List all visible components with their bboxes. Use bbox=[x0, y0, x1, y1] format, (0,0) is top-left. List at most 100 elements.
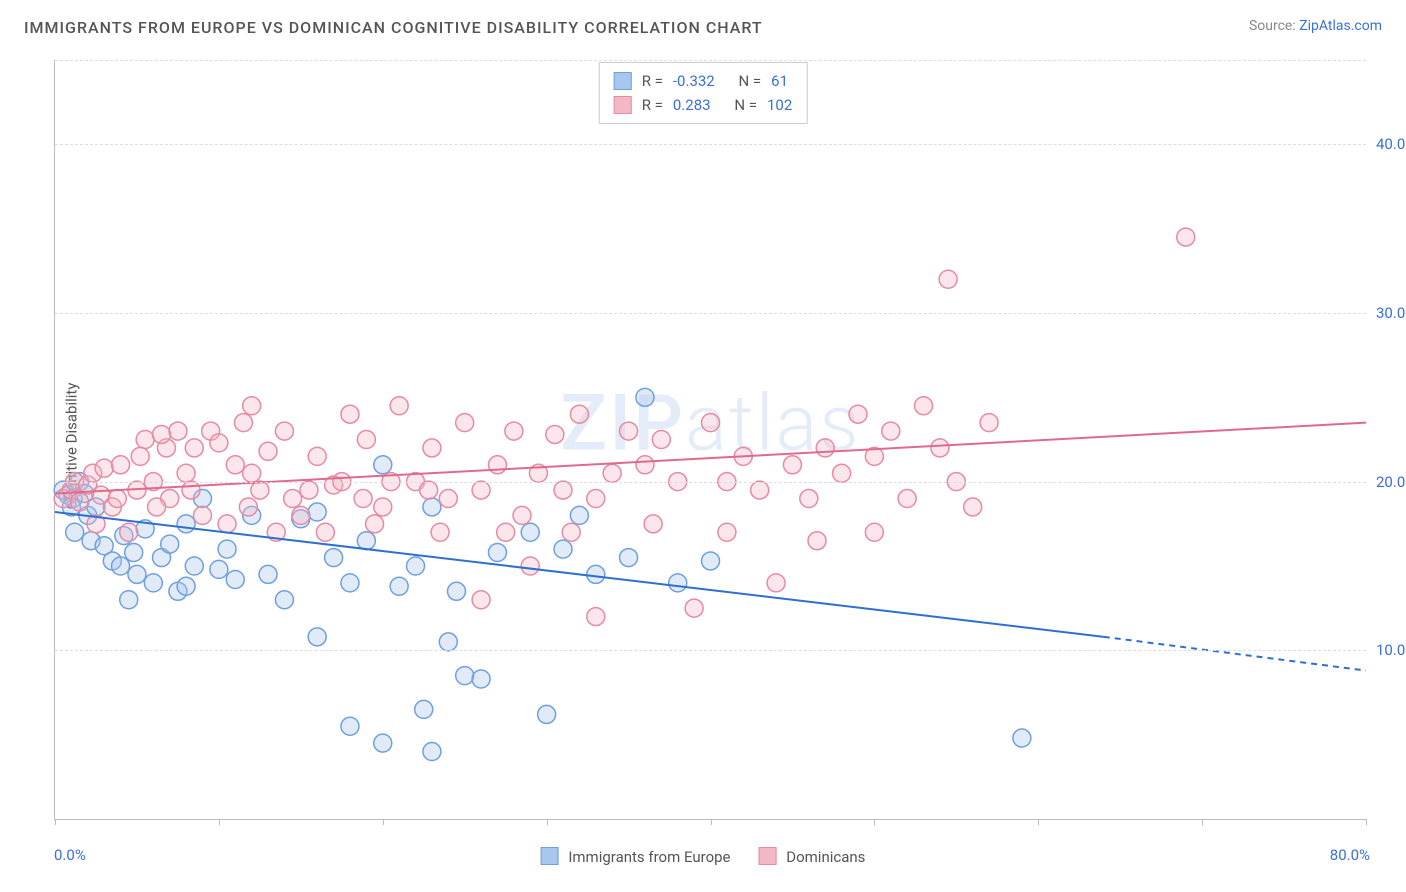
data-point bbox=[112, 456, 130, 474]
data-point bbox=[546, 425, 564, 443]
chart-svg bbox=[55, 60, 1366, 819]
data-point bbox=[239, 498, 257, 516]
data-point bbox=[308, 628, 326, 646]
data-point bbox=[702, 552, 720, 570]
data-point bbox=[456, 667, 474, 685]
data-point bbox=[243, 397, 261, 415]
data-point bbox=[685, 599, 703, 617]
data-point bbox=[325, 549, 343, 567]
correlation-chart: IMMIGRANTS FROM EUROPE VS DOMINICAN COGN… bbox=[0, 0, 1406, 892]
data-point bbox=[513, 506, 531, 524]
legend-label-dominicans: Dominicans bbox=[786, 848, 865, 866]
data-point bbox=[125, 544, 143, 562]
data-point bbox=[374, 734, 392, 752]
data-point bbox=[112, 557, 130, 575]
data-point bbox=[193, 506, 211, 524]
data-point bbox=[1013, 729, 1031, 747]
data-point bbox=[144, 574, 162, 592]
data-point bbox=[218, 515, 236, 533]
data-point bbox=[374, 456, 392, 474]
x-axis-min-label: 0.0% bbox=[54, 846, 86, 864]
stats-box: R = -0.332 N = 61 R = 0.283 N = 102 bbox=[599, 62, 808, 124]
stats-n-label: N = bbox=[738, 69, 761, 93]
data-point bbox=[234, 414, 252, 432]
data-point bbox=[800, 490, 818, 508]
y-tick-label: 40.0% bbox=[1376, 135, 1406, 153]
regression-line bbox=[55, 423, 1366, 494]
y-tick-label: 30.0% bbox=[1376, 304, 1406, 322]
data-point bbox=[808, 532, 826, 550]
data-point bbox=[148, 498, 166, 516]
data-point bbox=[964, 498, 982, 516]
data-point bbox=[218, 540, 236, 558]
data-point bbox=[620, 422, 638, 440]
chart-title: IMMIGRANTS FROM EUROPE VS DOMINICAN COGN… bbox=[24, 18, 763, 37]
data-point bbox=[980, 414, 998, 432]
data-point bbox=[182, 481, 200, 499]
data-point bbox=[120, 523, 138, 541]
data-point bbox=[447, 582, 465, 600]
data-point bbox=[153, 425, 171, 443]
data-point bbox=[292, 506, 310, 524]
data-point bbox=[636, 388, 654, 406]
data-point bbox=[407, 557, 425, 575]
source-link[interactable]: ZipAtlas.com bbox=[1299, 18, 1382, 34]
data-point bbox=[538, 705, 556, 723]
data-point bbox=[136, 431, 154, 449]
data-point bbox=[620, 549, 638, 567]
stats-row-europe: R = -0.332 N = 61 bbox=[614, 69, 793, 93]
data-point bbox=[374, 498, 392, 516]
x-axis-max-label: 80.0% bbox=[1330, 846, 1370, 864]
data-point bbox=[865, 523, 883, 541]
data-point bbox=[354, 490, 372, 508]
data-point bbox=[505, 422, 523, 440]
stats-n-value-europe: 61 bbox=[771, 69, 788, 93]
data-point bbox=[472, 481, 490, 499]
regression-line-extrapolated bbox=[1104, 637, 1366, 671]
data-point bbox=[587, 608, 605, 626]
data-point bbox=[71, 493, 89, 511]
y-tick-label: 10.0% bbox=[1376, 641, 1406, 659]
data-point bbox=[849, 405, 867, 423]
data-point bbox=[669, 574, 687, 592]
data-point bbox=[603, 464, 621, 482]
stats-n-label: N = bbox=[734, 93, 757, 117]
data-point bbox=[390, 397, 408, 415]
stats-r-value-europe: -0.332 bbox=[673, 69, 715, 93]
data-point bbox=[357, 431, 375, 449]
data-point bbox=[259, 565, 277, 583]
data-point bbox=[562, 523, 580, 541]
data-point bbox=[128, 565, 146, 583]
y-tick-label: 20.0% bbox=[1376, 473, 1406, 491]
data-point bbox=[243, 464, 261, 482]
data-point bbox=[341, 405, 359, 423]
data-point bbox=[423, 743, 441, 761]
data-point bbox=[554, 540, 572, 558]
data-point bbox=[587, 490, 605, 508]
data-point bbox=[259, 442, 277, 460]
data-point bbox=[644, 515, 662, 533]
data-point bbox=[108, 490, 126, 508]
stats-r-label: R = bbox=[642, 69, 663, 93]
stats-swatch-europe bbox=[614, 72, 632, 90]
data-point bbox=[420, 481, 438, 499]
data-point bbox=[521, 523, 539, 541]
stats-r-value-dominicans: 0.283 bbox=[673, 93, 711, 117]
legend: Immigrants from Europe Dominicans bbox=[541, 847, 866, 866]
data-point bbox=[1177, 228, 1195, 246]
data-point bbox=[177, 464, 195, 482]
data-point bbox=[488, 456, 506, 474]
data-point bbox=[284, 490, 302, 508]
data-point bbox=[226, 456, 244, 474]
data-point bbox=[185, 439, 203, 457]
data-point bbox=[488, 544, 506, 562]
data-point bbox=[251, 481, 269, 499]
data-point bbox=[185, 557, 203, 575]
data-point bbox=[939, 270, 957, 288]
data-point bbox=[702, 414, 720, 432]
data-point bbox=[169, 422, 187, 440]
data-point bbox=[357, 532, 375, 550]
stats-row-dominicans: R = 0.283 N = 102 bbox=[614, 93, 793, 117]
data-point bbox=[316, 523, 334, 541]
legend-swatch-dominicans bbox=[759, 847, 777, 865]
